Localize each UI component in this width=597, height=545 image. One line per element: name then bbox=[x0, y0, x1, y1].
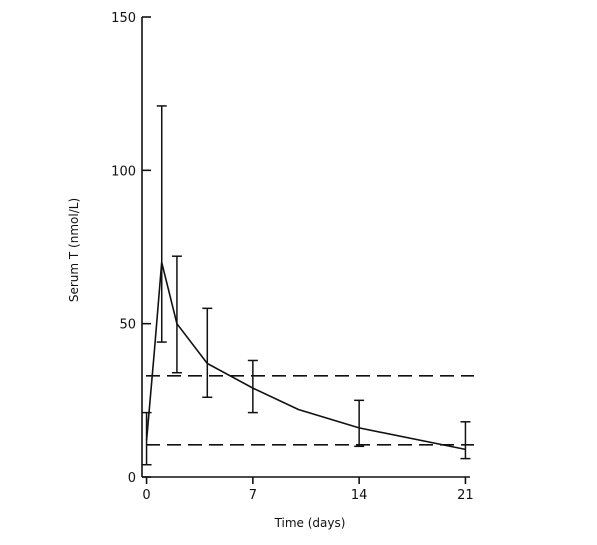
x-axis-label: Time (days) bbox=[274, 516, 346, 530]
x-tick-label: 7 bbox=[249, 488, 257, 503]
x-tick-label: 14 bbox=[351, 488, 368, 503]
axes bbox=[141, 17, 470, 478]
ticks: 0 50 100 150 0 7 14 21 bbox=[111, 11, 474, 503]
y-tick-label: 150 bbox=[111, 11, 136, 26]
series-line bbox=[145, 262, 466, 451]
series bbox=[141, 105, 471, 466]
x-tick-label: 0 bbox=[142, 488, 150, 503]
y-tick-label: 50 bbox=[119, 318, 136, 333]
reference-lines bbox=[146, 374, 474, 446]
x-tick-label: 21 bbox=[457, 488, 474, 503]
y-axis-label: Serum T (nmol/L) bbox=[67, 198, 81, 302]
y-tick-label: 0 bbox=[128, 471, 136, 486]
y-tick-label: 100 bbox=[111, 164, 136, 179]
